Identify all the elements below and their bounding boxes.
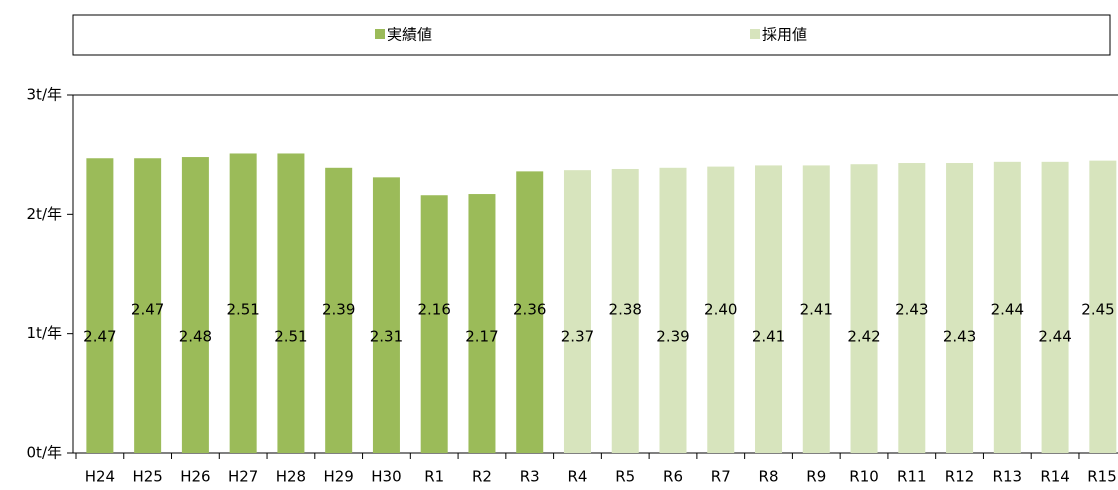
data-label: 2.31 bbox=[370, 328, 403, 346]
x-tick-label: R15 bbox=[1087, 468, 1117, 486]
data-label: 2.45 bbox=[1081, 301, 1114, 319]
x-tick-label: R5 bbox=[615, 468, 635, 486]
x-tick-label: H27 bbox=[228, 468, 258, 486]
data-label: 2.17 bbox=[465, 328, 498, 346]
x-tick-label: R7 bbox=[711, 468, 731, 486]
data-label: 2.47 bbox=[83, 328, 116, 346]
bar bbox=[468, 194, 496, 453]
legend-swatch bbox=[750, 29, 760, 39]
data-label: 2.48 bbox=[179, 328, 212, 346]
data-label: 2.51 bbox=[274, 328, 307, 346]
y-tick-label: 0t/年 bbox=[27, 444, 62, 462]
data-label: 2.39 bbox=[322, 301, 355, 319]
data-label: 2.16 bbox=[417, 301, 450, 319]
data-label: 2.41 bbox=[752, 328, 785, 346]
bar bbox=[420, 195, 448, 454]
data-label: 2.38 bbox=[609, 301, 642, 319]
x-tick-label: R14 bbox=[1040, 468, 1070, 486]
data-label: 2.39 bbox=[656, 328, 689, 346]
bar bbox=[1089, 160, 1117, 453]
data-label: 2.43 bbox=[943, 328, 976, 346]
legend-swatch bbox=[375, 29, 385, 39]
data-label: 2.40 bbox=[704, 301, 737, 319]
bar bbox=[755, 165, 783, 453]
bar bbox=[611, 168, 639, 453]
data-label: 2.42 bbox=[847, 328, 880, 346]
bar bbox=[802, 165, 830, 453]
x-tick-label: R1 bbox=[424, 468, 444, 486]
data-label: 2.47 bbox=[131, 301, 164, 319]
bar bbox=[898, 163, 926, 453]
x-tick-label: R11 bbox=[897, 468, 927, 486]
x-tick-label: H29 bbox=[323, 468, 353, 486]
x-tick-label: R3 bbox=[520, 468, 540, 486]
data-label: 2.43 bbox=[895, 301, 928, 319]
bar bbox=[181, 157, 209, 453]
x-tick-label: R9 bbox=[806, 468, 826, 486]
data-label: 2.51 bbox=[226, 301, 259, 319]
data-label: 2.37 bbox=[561, 328, 594, 346]
bar bbox=[1041, 161, 1069, 453]
x-tick-label: R13 bbox=[993, 468, 1023, 486]
data-label: 2.44 bbox=[1038, 328, 1071, 346]
x-tick-label: H28 bbox=[276, 468, 306, 486]
x-tick-label: R2 bbox=[472, 468, 492, 486]
legend-label: 実績値 bbox=[387, 26, 432, 44]
data-label: 2.41 bbox=[800, 301, 833, 319]
bar bbox=[516, 171, 544, 453]
x-tick-label: H30 bbox=[371, 468, 401, 486]
x-tick-label: H25 bbox=[132, 468, 162, 486]
bar bbox=[277, 153, 305, 453]
bar bbox=[86, 158, 114, 453]
x-tick-label: R4 bbox=[567, 468, 587, 486]
bar bbox=[134, 158, 162, 453]
x-tick-label: R8 bbox=[759, 468, 779, 486]
bar bbox=[707, 166, 735, 453]
bar bbox=[563, 170, 591, 453]
x-tick-label: H24 bbox=[85, 468, 115, 486]
legend-label: 採用値 bbox=[762, 26, 807, 44]
x-tick-label: R6 bbox=[663, 468, 683, 486]
bar bbox=[229, 153, 257, 453]
bar bbox=[993, 161, 1021, 453]
y-tick-label: 3t/年 bbox=[27, 86, 62, 104]
data-label: 2.36 bbox=[513, 301, 546, 319]
x-tick-label: R10 bbox=[849, 468, 879, 486]
bar bbox=[659, 167, 687, 453]
bar bbox=[325, 167, 353, 453]
bar bbox=[372, 177, 400, 453]
data-label: 2.44 bbox=[991, 301, 1024, 319]
x-tick-label: H26 bbox=[180, 468, 210, 486]
y-tick-label: 2t/年 bbox=[27, 205, 62, 223]
y-tick-label: 1t/年 bbox=[27, 324, 62, 342]
bar bbox=[946, 163, 974, 453]
x-tick-label: R12 bbox=[945, 468, 975, 486]
bar bbox=[850, 164, 878, 454]
legend-box bbox=[72, 14, 1111, 56]
